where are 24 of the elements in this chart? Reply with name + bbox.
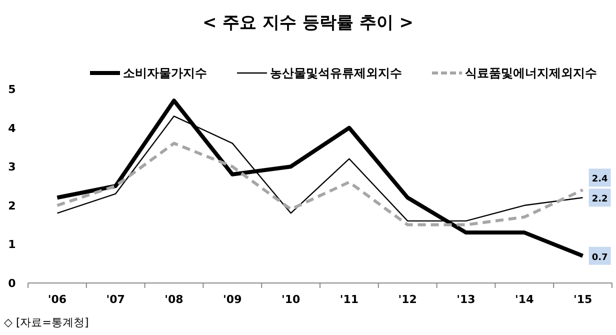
x-tick-label: '07 bbox=[106, 293, 125, 306]
y-tick-label: 1 bbox=[8, 238, 16, 252]
x-tick-label: '10 bbox=[281, 293, 300, 306]
x-tick-label: '11 bbox=[340, 293, 359, 306]
legend-label: 소비자물가지수 bbox=[123, 66, 207, 80]
legend-label: 농산물및석유류제외지수 bbox=[270, 66, 402, 80]
y-tick-label: 5 bbox=[8, 83, 16, 96]
data-label: 2.2 bbox=[592, 194, 608, 205]
chart-title: < 주요 지수 등락률 추이 > bbox=[202, 13, 414, 33]
y-tick-label: 2 bbox=[8, 199, 16, 212]
x-tick-label: '15 bbox=[573, 293, 592, 306]
y-tick-label: 0 bbox=[8, 277, 16, 290]
legend-label: 식료품및에너지제외지수 bbox=[465, 66, 597, 80]
data-label: 0.7 bbox=[592, 252, 608, 263]
data-label: 2.4 bbox=[592, 174, 608, 185]
x-tick-label: '08 bbox=[164, 293, 184, 306]
x-tick-label: '13 bbox=[456, 293, 476, 306]
x-tick-label: '14 bbox=[515, 293, 534, 306]
x-tick-label: '06 bbox=[48, 293, 67, 306]
text: ◇ [자료=통계청] bbox=[4, 316, 89, 329]
y-tick-label: 4 bbox=[8, 122, 16, 135]
x-tick-label: '12 bbox=[398, 293, 417, 306]
x-tick-label: '09 bbox=[223, 293, 242, 306]
y-tick-label: 3 bbox=[8, 160, 16, 174]
